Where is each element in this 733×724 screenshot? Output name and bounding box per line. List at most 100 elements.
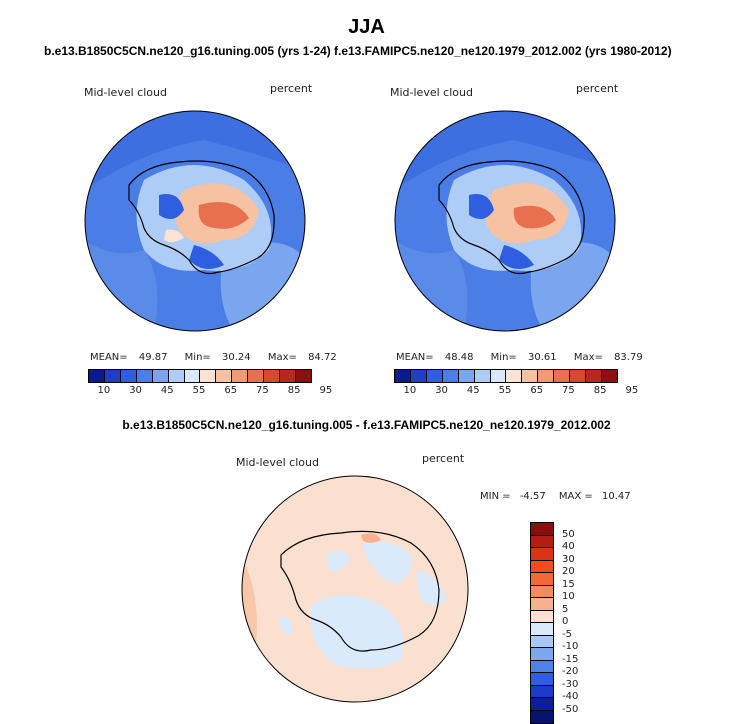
panel3-colorbar-tick: -20 [562, 666, 579, 677]
panel3-colorbar-swatch [531, 623, 553, 636]
panel3-min-value: -4.57 [519, 491, 546, 502]
panel3-stats: MIN = -4.57 MAX = 10.47 [480, 491, 631, 502]
panel2-colorbar-tick: 10 [403, 385, 417, 396]
panel3-colorbar-tick: -15 [562, 653, 579, 665]
panel1-colorbar-tick: 85 [287, 385, 301, 396]
panel3-colorbar-tick: -5 [562, 628, 572, 640]
panel3-colorbar-swatch [531, 698, 553, 711]
panel2-colorbar-tick: 85 [593, 385, 607, 396]
panel3-colorbar-swatch [531, 648, 553, 661]
panel1-min-value: 30.24 [221, 352, 251, 363]
panel2-colorbar-swatch [426, 370, 443, 382]
panel1-colorbar-swatch [168, 370, 185, 382]
panel3-colorbar-swatch [531, 560, 553, 573]
panel1-map [84, 110, 306, 332]
panel1-units-label: percent [270, 82, 313, 95]
panel2-colorbar-ticks: 10 30 45 55 65 75 85 95 [394, 385, 638, 399]
panel2-colorbar-tick: 30 [435, 385, 448, 396]
panel3-colorbar-tick: 50 [562, 528, 575, 540]
panel3-colorbar-swatch [531, 673, 553, 686]
panel3-colorbar-tick: -50 [562, 703, 579, 715]
panel3-colorbar-swatch [531, 548, 553, 561]
panel3-colorbar-swatch [531, 523, 553, 536]
panel1-stats: MEAN= 49.87 Min= 30.24 Max= 84.72 [90, 352, 337, 363]
main-title: JJA [348, 16, 385, 38]
panel1-variable-label: Mid-level cloud [84, 86, 167, 99]
panel1-max-value: 84.72 [308, 352, 337, 363]
panel2-colorbar-tick: 55 [498, 385, 512, 396]
panel3-map [241, 475, 469, 703]
panel3-colorbar-tick: 10 [562, 591, 575, 602]
panel3-colorbar-swatch [531, 598, 553, 611]
panel2-min-label: Min= [490, 352, 517, 363]
panel1-colorbar-tick: 10 [97, 385, 111, 396]
panel2-mean-label: MEAN= [396, 352, 434, 363]
panel2-colorbar-swatch [506, 370, 523, 382]
panel3-colorbar-tick: -40 [562, 691, 579, 702]
panel3-colorbar-tick: 0 [562, 616, 569, 627]
panel3-max-value: 10.47 [601, 491, 631, 502]
panel2-units-label: percent [576, 82, 619, 95]
panel2-colorbar-swatch [554, 370, 571, 382]
panel1-colorbar-swatch [295, 370, 311, 382]
panel2-stats: MEAN= 48.48 Min= 30.61 Max= 83.79 [396, 352, 643, 363]
panel1-mean-value: 49.87 [138, 352, 168, 363]
panel2-colorbar-swatch [395, 370, 411, 382]
panel3-colorbar-swatch [531, 685, 553, 698]
panel1-colorbar-tick: 95 [319, 385, 333, 396]
panel1-colorbar-tick: 65 [224, 385, 238, 396]
panel2-min-value: 30.61 [527, 352, 557, 363]
panel2-map [394, 110, 616, 332]
panel2-colorbar-swatch [522, 370, 539, 382]
panel1-colorbar-swatch [120, 370, 137, 382]
panel1-max-label: Max= [267, 352, 297, 363]
panel3-title: b.e13.B1850C5CN.ne120_g16.tuning.005 - f… [122, 418, 611, 432]
panel1-colorbar [88, 369, 312, 383]
panel2-colorbar-swatch [586, 370, 602, 382]
panel2-colorbar-tick: 95 [625, 385, 639, 396]
panel2-colorbar-swatch [601, 370, 617, 382]
panel1-colorbar-tick: 55 [192, 385, 206, 396]
panel1-colorbar-swatch [216, 370, 233, 382]
panel2-max-value: 83.79 [614, 352, 643, 363]
panel3-colorbar-swatch [531, 585, 553, 598]
panel3-colorbar-swatch [531, 635, 553, 648]
panel1-colorbar-swatch [232, 370, 249, 382]
panel1-colorbar-swatch [248, 370, 265, 382]
panel3-colorbar-swatch [531, 610, 553, 623]
panel2-colorbar-tick: 45 [466, 385, 480, 396]
panel3-colorbar-tick: 20 [562, 566, 575, 577]
panel3-max-label: MAX = [558, 491, 593, 502]
panel3-colorbar-tick: 15 [562, 578, 575, 590]
panel1-colorbar-ticks: 10 30 45 55 65 75 85 95 [88, 385, 332, 399]
panel1-min-label: Min= [184, 352, 211, 363]
panel2-title: f.e13.FAMIPC5.ne120_ne120.1979_2012.002 … [334, 44, 672, 58]
panel3-colorbar-tick: 5 [562, 603, 569, 615]
panel3-colorbar-swatch [531, 710, 553, 723]
panel1-colorbar-tick: 75 [256, 385, 269, 396]
panel3-colorbar-tick: -30 [562, 678, 579, 690]
panel1-colorbar-tick: 45 [160, 385, 174, 396]
panel2-mean-value: 48.48 [444, 352, 474, 363]
panel3-units-label: percent [422, 452, 465, 465]
panel2-colorbar-tick: 75 [562, 385, 575, 396]
panel1-colorbar-swatch [200, 370, 217, 382]
panel1-colorbar-swatch [184, 370, 201, 382]
panel1-colorbar-swatch [136, 370, 153, 382]
panel2-colorbar-swatch [442, 370, 459, 382]
panel1-colorbar-swatch [280, 370, 296, 382]
panel3-min-label: MIN = [480, 491, 511, 502]
panel1-colorbar-swatch [104, 370, 121, 382]
panel3-colorbar-swatch [531, 660, 553, 673]
panel2-colorbar-swatch [458, 370, 475, 382]
panel2-colorbar-swatch [538, 370, 555, 382]
panel3-variable-label: Mid-level cloud [236, 456, 319, 469]
panel1-colorbar-swatch [152, 370, 169, 382]
panel2-colorbar [394, 369, 618, 383]
panel3-colorbar-swatch [531, 573, 553, 586]
panel2-colorbar-swatch [410, 370, 427, 382]
panel2-colorbar-swatch [474, 370, 491, 382]
panel1-colorbar-swatch [89, 370, 105, 382]
panel2-colorbar-swatch [570, 370, 587, 382]
panel3-colorbar-tick: 30 [562, 553, 575, 565]
